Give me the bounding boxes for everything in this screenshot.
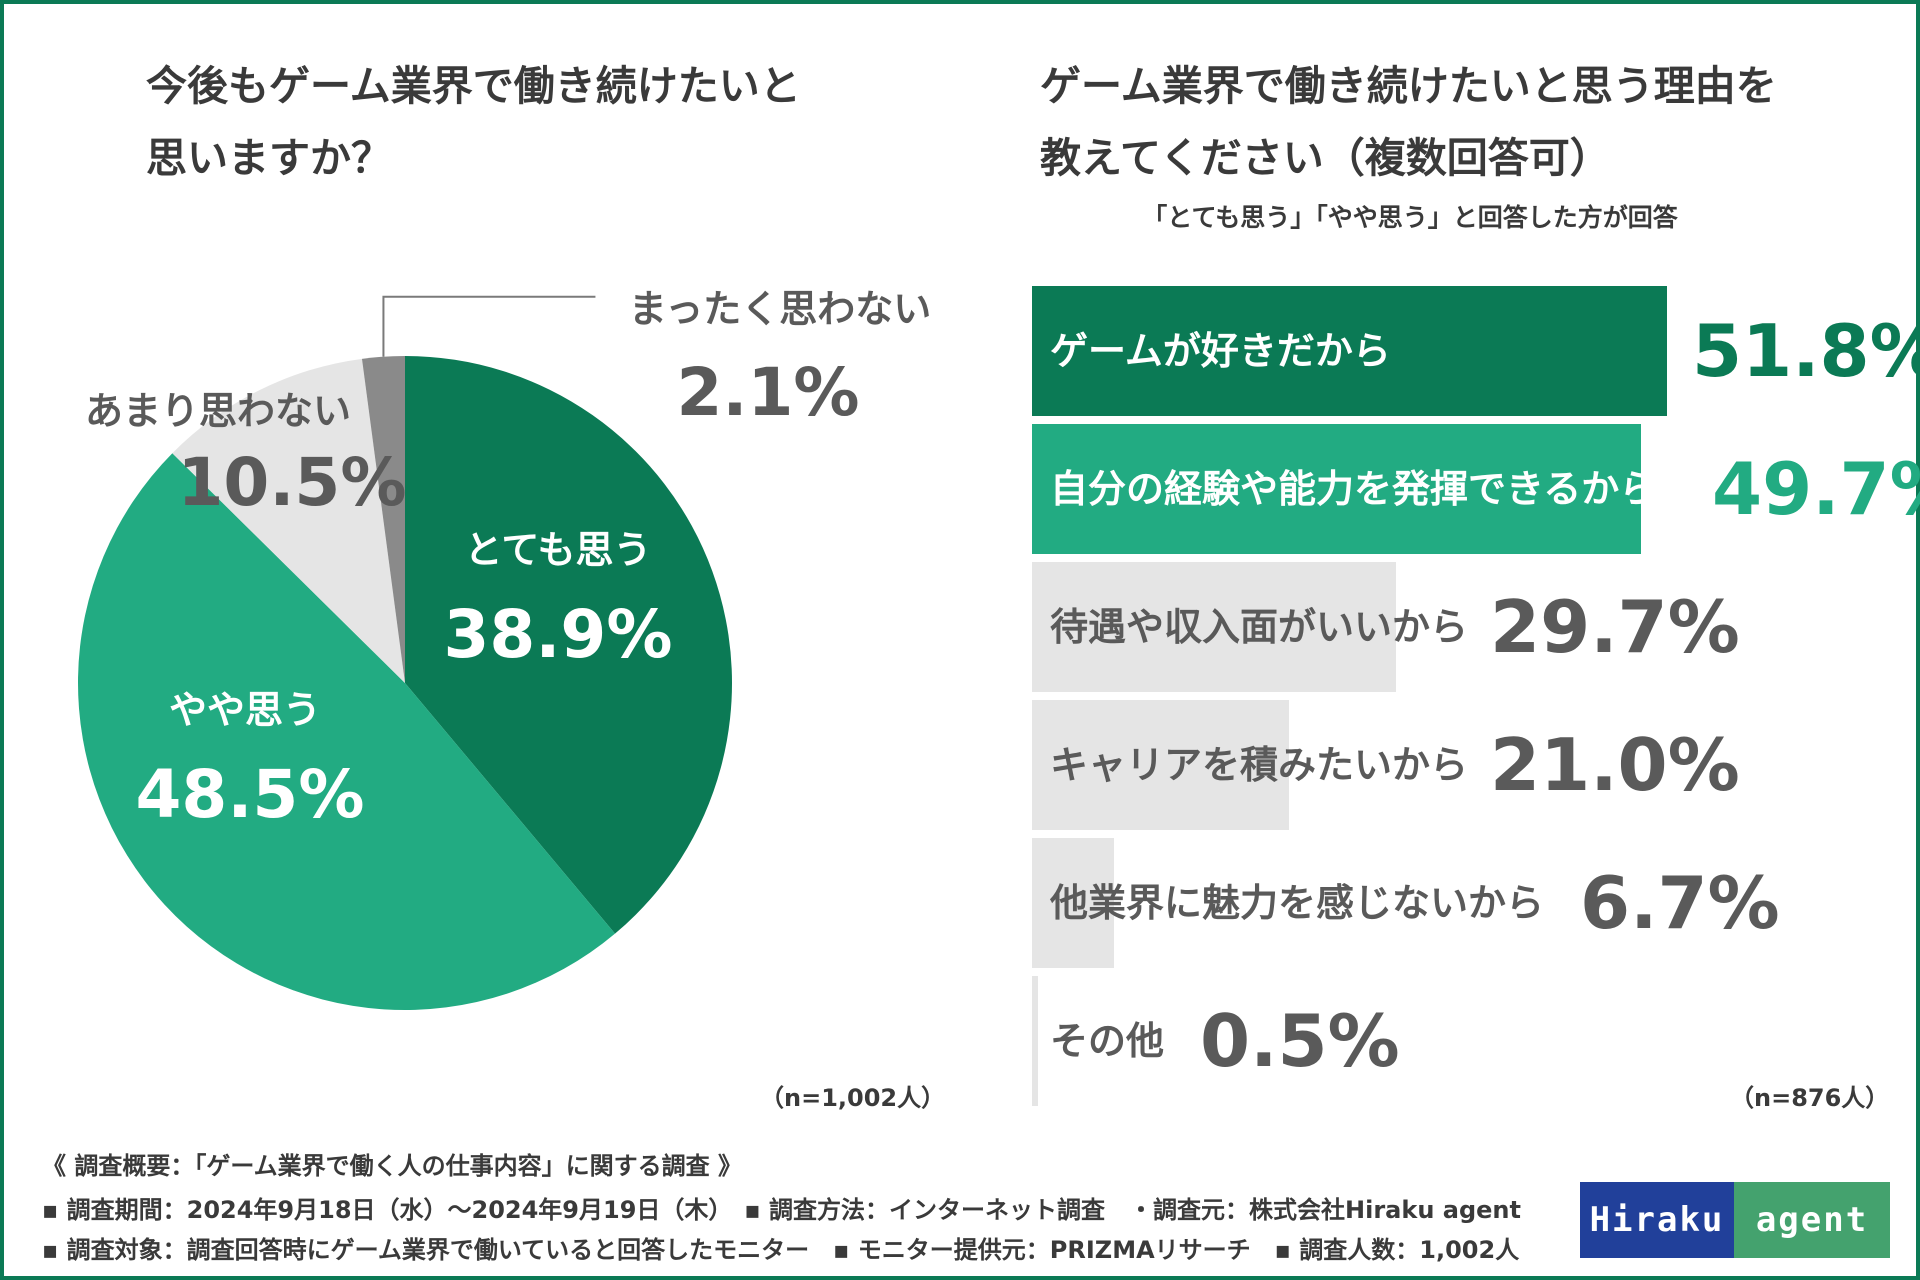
bar-4 (1032, 700, 1290, 830)
footer-line-1: ▪ 調査期間：2024年9月18日（水）～2024年9月19日（木） ▪ 調査方… (42, 1196, 1521, 1224)
bar-2 (1032, 424, 1642, 554)
bar-label-5: 他業界に魅力を感じないから (1050, 881, 1545, 925)
bar-value-5: 6.7% (1580, 861, 1780, 945)
pie-slice-2 (77, 453, 616, 1011)
bar-chart-subtitle: 「とても思う」「やや思う」と回答した方が回答 (1142, 203, 1678, 232)
pie-value-4: 2.1% (676, 354, 859, 431)
bar-value-2: 49.7% (1712, 447, 1920, 531)
pie-slice-4 (361, 356, 405, 683)
bar-value-1: 51.8% (1692, 309, 1920, 393)
bar-chart-title: ゲーム業界で働き続けたいと思う理由を 教えてください（複数回答可） (1040, 62, 1777, 182)
pie-leader-line (382, 295, 596, 357)
bar-3 (1032, 562, 1397, 692)
bar-label-4: キャリアを積みたいから (1050, 743, 1469, 787)
pie-sample-size: （n=1,002人） (760, 1084, 946, 1112)
pie-value-1: 38.9% (444, 596, 673, 673)
bar-value-4: 21.0% (1490, 723, 1740, 807)
bar-sample-size: （n=876人） (1730, 1084, 1890, 1112)
footer-line-2: ▪ 調査対象：調査回答時にゲーム業界で働いていると回答したモニター ▪ モニター… (42, 1236, 1520, 1264)
bar-label-2: 自分の経験や能力を発揮できるから (1050, 467, 1658, 511)
footer-summary: 《 調査概要：「ゲーム業界で働く人の仕事内容」に関する調査 》 (42, 1152, 742, 1180)
bar-6 (1032, 976, 1039, 1106)
logo-agent: agent (1734, 1182, 1890, 1258)
bar-value-3: 29.7% (1490, 585, 1740, 669)
pie-slice-1 (405, 356, 732, 934)
pie-value-2: 48.5% (136, 756, 365, 833)
bar-value-6: 0.5% (1200, 999, 1400, 1083)
pie-chart: とても思う 38.9% やや思う 48.5% あまり思わない 10.5% まったく思わない 2… (77, 287, 931, 1011)
pie-label-4: まったく思わない (629, 287, 931, 331)
bar-label-1: ゲームが好きだから (1050, 329, 1391, 373)
bar-label-6: その他 (1050, 1019, 1165, 1063)
pie-chart-title: 今後もゲーム業界で働き続けたいと 思いますか？ (146, 62, 801, 182)
pie-value-3: 10.5% (178, 444, 407, 521)
bar-1 (1032, 286, 1667, 416)
bar-label-3: 待遇や収入面がいいから (1050, 605, 1469, 649)
logo-hiraku: Hiraku (1580, 1182, 1734, 1258)
pie-label-3: あまり思わない (85, 389, 351, 433)
pie-label-2: やや思う (169, 688, 321, 732)
bar-5 (1032, 838, 1115, 968)
pie-slice-3 (172, 358, 405, 683)
pie-label-1: とても思う (465, 528, 652, 572)
